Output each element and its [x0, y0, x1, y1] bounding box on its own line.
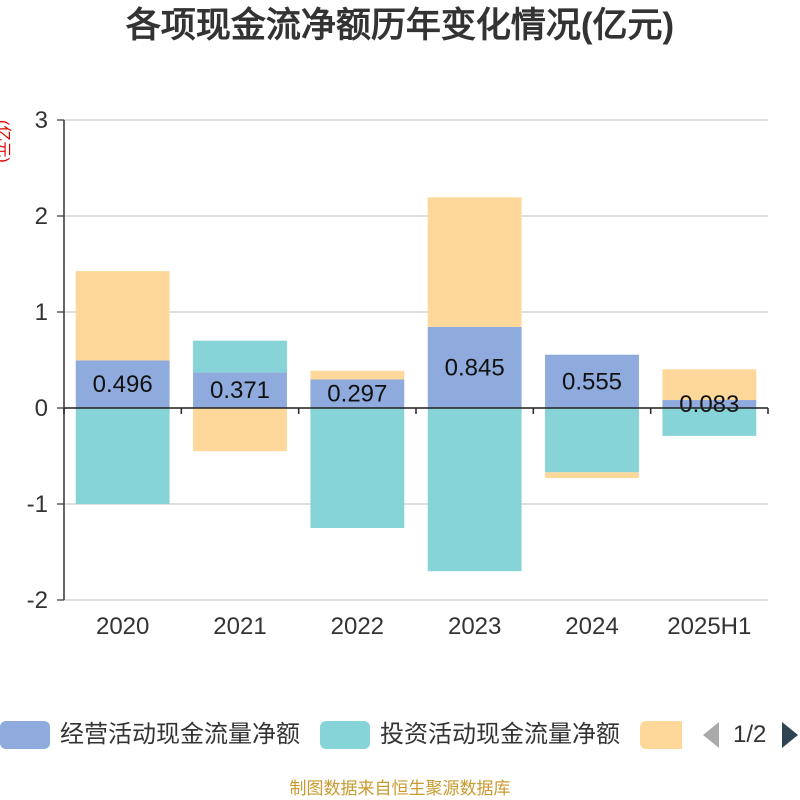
- bar-segment: [427, 326, 522, 408]
- bar-segment: [310, 370, 405, 380]
- bar-segment: [310, 408, 405, 528]
- data-label: 0.496: [93, 371, 153, 398]
- legend-label: 投资活动现金流量净额: [380, 721, 620, 748]
- legend-prev-page-icon[interactable]: [703, 722, 719, 748]
- y-tick-label: -1: [27, 491, 48, 518]
- y-tick-label: 1: [35, 299, 48, 326]
- bar-segment: [662, 369, 757, 401]
- axes: -2 -1 0 1 2 3 2020 2021 2022 2023 2024 2025H1: [27, 107, 769, 640]
- y-tick-label: 3: [35, 107, 48, 134]
- x-tick-label: 2020: [96, 613, 149, 640]
- bar-segment: [545, 354, 639, 408]
- data-label: 0.555: [562, 368, 622, 395]
- bar-segment: [662, 408, 757, 436]
- bar-segment: [193, 340, 287, 373]
- bars: [75, 197, 757, 572]
- bar-segment: [193, 408, 287, 452]
- bar-segment: [545, 408, 639, 473]
- bar-segment: [662, 400, 757, 408]
- legend-next-page-icon[interactable]: [782, 722, 798, 748]
- bar-segment: [545, 472, 639, 479]
- x-tick-label: 2022: [331, 613, 384, 640]
- data-source-footer: 制图数据来自恒生聚源数据库: [289, 779, 511, 798]
- legend-swatch: [320, 721, 370, 749]
- x-tick-label: 2025H1: [667, 613, 751, 640]
- legend-swatch: [640, 721, 682, 749]
- y-tick-label: 2: [35, 203, 48, 230]
- data-label: 0.371: [210, 377, 270, 404]
- data-label: 0.845: [445, 354, 505, 381]
- legend: 经营活动现金流量净额 投资活动现金流量净额 1/2: [0, 720, 800, 750]
- y-axis-label: (亿元): [0, 120, 12, 163]
- bar-segment: [310, 379, 405, 408]
- bar-segment: [75, 360, 170, 408]
- legend-page-indicator: 1/2: [733, 721, 767, 748]
- legend-item-third[interactable]: [640, 720, 682, 750]
- y-tick-label: -2: [27, 587, 48, 614]
- x-tick-label: 2023: [448, 613, 501, 640]
- chart-canvas: 0.496 0.371 0.297 0.845 0.555 0.083 -2 -1 0 1 2 3 2…: [0, 107, 769, 640]
- chart-title: 各项现金流净额历年变化情况(亿元): [125, 6, 675, 45]
- y-tick-label: 0: [35, 395, 48, 422]
- legend-swatch: [0, 721, 50, 749]
- bar-segment: [193, 372, 287, 408]
- bar-segment: [75, 408, 170, 504]
- x-tick-label: 2021: [213, 613, 266, 640]
- data-label: 0.297: [327, 381, 387, 408]
- bar-segment: [75, 271, 170, 361]
- bar-segment: [427, 408, 522, 572]
- x-tick-label: 2024: [565, 613, 618, 640]
- data-labels: 0.496 0.371 0.297 0.845 0.555 0.083: [93, 354, 740, 418]
- data-label: 0.083: [679, 391, 739, 418]
- bar-segment: [427, 197, 522, 327]
- legend-label: 经营活动现金流量净额: [60, 721, 300, 748]
